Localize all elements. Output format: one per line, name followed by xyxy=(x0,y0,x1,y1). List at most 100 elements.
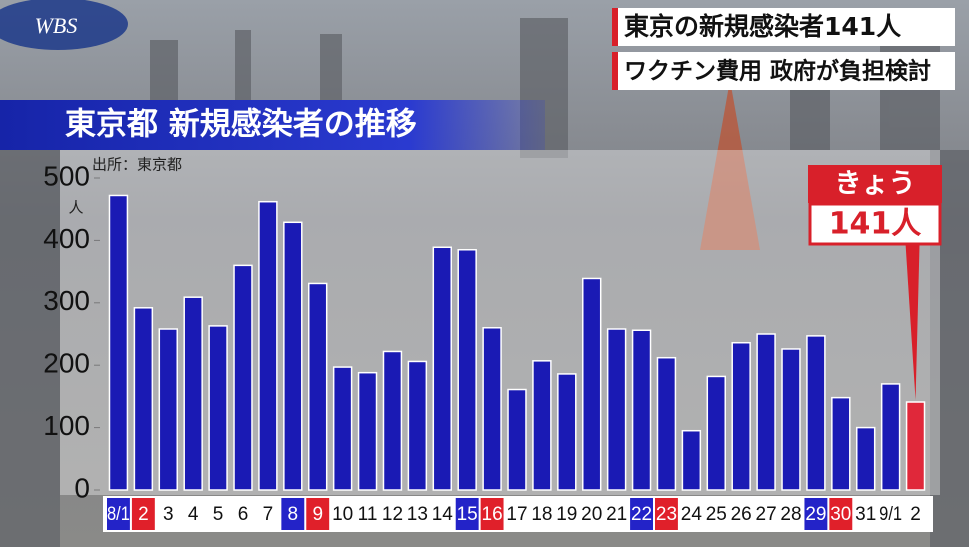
bar xyxy=(357,371,378,491)
y-unit: 人 xyxy=(68,199,83,217)
x-tick-label: 24 xyxy=(681,504,703,525)
category-highlight xyxy=(829,498,853,530)
bar xyxy=(158,328,178,491)
bar xyxy=(557,373,577,491)
headline-accent xyxy=(612,8,618,46)
bar xyxy=(706,375,726,491)
bar xyxy=(183,296,203,491)
x-tick-label: 18 xyxy=(531,504,552,525)
x-tick-label: 17 xyxy=(506,504,527,525)
x-tick-label: 3 xyxy=(163,504,174,525)
headline-box xyxy=(612,52,955,90)
bar xyxy=(407,360,428,491)
x-tick-label: 8/1 xyxy=(107,504,130,525)
source: 出所：東京都 xyxy=(92,156,182,174)
x-tick-label: 28 xyxy=(780,504,801,525)
bar xyxy=(582,277,602,491)
headline: 東京の新規感染者141人 xyxy=(624,12,901,41)
x-tick-label: 30 xyxy=(830,504,851,525)
bar xyxy=(133,307,154,491)
category-highlight xyxy=(804,498,828,530)
logo-bg xyxy=(0,0,128,50)
bar xyxy=(482,327,502,491)
bar xyxy=(382,350,403,491)
category-strip xyxy=(103,496,933,532)
x-tick-label: 22 xyxy=(631,504,652,525)
chart-title: 東京都 新規感染者の推移 xyxy=(65,107,417,143)
headline-accent xyxy=(612,52,618,90)
x-tick-label: 31 xyxy=(855,504,876,525)
category-highlight xyxy=(306,498,330,530)
y-tick-label: 0 xyxy=(74,472,90,503)
bar xyxy=(208,325,228,491)
tower xyxy=(700,80,760,250)
x-tick-label: 25 xyxy=(706,504,727,525)
title-banner xyxy=(0,100,545,150)
x-tick-label: 7 xyxy=(263,504,274,525)
subheadline: ワクチン費用 政府が負担検討 xyxy=(624,58,931,85)
x-tick-label: 10 xyxy=(332,504,353,525)
bar xyxy=(856,426,876,491)
x-tick-label: 5 xyxy=(213,504,224,525)
x-tick-label: 26 xyxy=(731,504,752,525)
bar xyxy=(606,328,627,491)
x-tick-label: 4 xyxy=(188,504,199,525)
bar xyxy=(108,194,129,491)
bar xyxy=(308,282,328,491)
x-tick-label: 9/1 xyxy=(879,504,902,525)
y-tick-label: 500 xyxy=(43,160,90,191)
y-tick-label: 100 xyxy=(43,410,90,441)
x-tick-label: 16 xyxy=(482,504,503,525)
y-tick-label: 300 xyxy=(43,285,90,316)
x-tick-label: 12 xyxy=(382,504,403,525)
category-highlight xyxy=(655,498,678,530)
bar xyxy=(731,341,751,491)
bar xyxy=(631,329,652,491)
bar xyxy=(656,356,677,491)
bar xyxy=(258,200,278,491)
x-tick-label: 23 xyxy=(656,504,677,525)
bar xyxy=(781,348,801,491)
category-highlight xyxy=(281,498,305,530)
x-tick-label: 8 xyxy=(288,504,299,525)
y-tick-label: 400 xyxy=(43,223,90,254)
x-tick-label: 11 xyxy=(358,504,378,525)
callout-pointer xyxy=(905,244,920,401)
category-highlight xyxy=(131,498,155,530)
bar xyxy=(507,388,527,491)
category-highlight xyxy=(480,498,504,530)
bar xyxy=(532,360,552,491)
callout-title-box xyxy=(808,165,942,203)
bar xyxy=(233,264,253,491)
headline-box xyxy=(612,8,955,46)
x-tick-label: 14 xyxy=(432,504,454,525)
category-highlight xyxy=(107,498,130,530)
x-tick-label: 20 xyxy=(581,504,602,525)
logo: WBS xyxy=(35,13,78,38)
x-tick-label: 13 xyxy=(407,504,428,525)
bar xyxy=(880,383,901,491)
x-tick-label: 27 xyxy=(756,504,777,525)
x-tick-label: 29 xyxy=(805,504,826,525)
bar xyxy=(806,335,826,491)
x-tick-label: 21 xyxy=(606,504,627,525)
bar xyxy=(756,333,776,491)
bar xyxy=(332,366,353,491)
x-tick-label: 2 xyxy=(910,504,921,525)
bar xyxy=(681,429,702,491)
y-tick-label: 200 xyxy=(43,348,90,379)
x-tick-label: 9 xyxy=(312,504,323,525)
x-tick-label: 2 xyxy=(138,504,149,525)
x-tick-label: 6 xyxy=(238,504,249,525)
callout-title: きょう xyxy=(835,169,916,200)
bar xyxy=(831,396,851,491)
category-highlight xyxy=(630,498,653,530)
category-highlight xyxy=(455,498,479,530)
bar xyxy=(432,246,452,491)
bar xyxy=(283,221,303,491)
callout-label: 141人 xyxy=(829,207,922,242)
bar xyxy=(457,249,477,491)
x-tick-label: 19 xyxy=(556,504,577,525)
